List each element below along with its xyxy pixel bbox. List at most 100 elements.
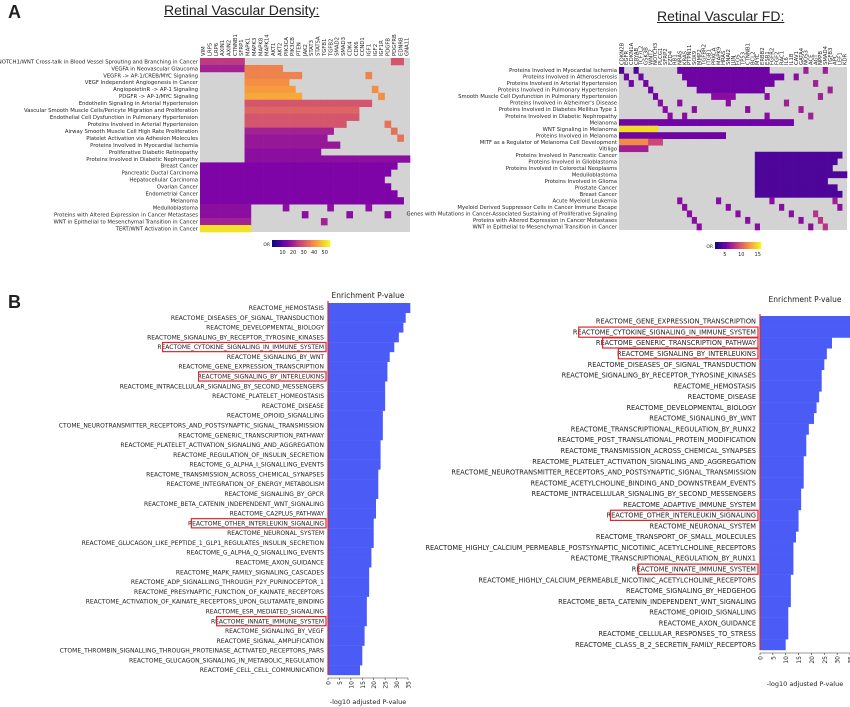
fd-cell [779, 190, 785, 198]
density-column-label: PDGFB [386, 38, 392, 56]
fd-column-label: KDR [842, 53, 848, 65]
fd-cell [832, 158, 838, 166]
density-row-label: VEGF Independent Angiogenesis in Cancer [85, 80, 199, 86]
density-cell [314, 99, 322, 108]
density-cell [263, 197, 271, 205]
density-colorbar-swatch [312, 240, 315, 247]
fd-column-label: FZD4 [668, 50, 674, 65]
density-cell [238, 211, 245, 219]
fd-cell [769, 197, 775, 205]
density-cell [327, 120, 334, 128]
fd-cell [803, 190, 809, 198]
density-cell [365, 204, 373, 212]
density-cell [320, 134, 328, 142]
right-bar [760, 412, 814, 424]
density-cell [346, 162, 354, 170]
fd-cell [793, 164, 799, 172]
right-bar [760, 380, 822, 392]
fd-cell [652, 138, 659, 146]
fd-cell [638, 132, 644, 140]
density-colorbar-swatch [273, 240, 276, 247]
fd-colorbar-swatch [740, 242, 742, 249]
right-category-label: REACTOME_PLATELET_ACTIVATION_SIGNALING_A… [532, 458, 756, 466]
density-cell [346, 176, 354, 184]
density-cell [340, 169, 347, 177]
density-cell [276, 155, 284, 163]
density-cell [270, 120, 277, 128]
panel-label-a: A [8, 2, 21, 22]
density-cell [257, 148, 264, 156]
fd-cell [686, 80, 693, 87]
fd-cell [706, 132, 712, 140]
fd-cell [759, 164, 765, 172]
density-cell [250, 64, 258, 73]
left-category-label: REACTOME_ADP_SIGNALLING_THROUGH_P2Y_PURI… [131, 579, 324, 586]
fd-cell [817, 171, 824, 179]
density-colorbar-swatch [280, 240, 283, 247]
heatmap-title-fd: Retinal Vascular FD: [657, 8, 785, 24]
fd-cell [745, 119, 751, 126]
density-cell [289, 162, 296, 170]
fd-cell [628, 80, 634, 87]
left-category-label: REACTOME_SIGNALING_BY_INTERLEUKINS [198, 374, 325, 381]
fd-cell [740, 86, 746, 94]
density-cell [250, 113, 258, 121]
density-cell [231, 211, 239, 219]
density-cell [257, 155, 264, 163]
density-cell [289, 71, 296, 80]
right-bar [760, 402, 817, 414]
density-cell [282, 169, 290, 177]
density-cell [365, 71, 373, 80]
fd-cell [701, 132, 707, 140]
density-cell [289, 169, 296, 177]
density-cell [359, 190, 366, 198]
fd-row-label: Proteins Involved in Glioma [545, 179, 617, 185]
fd-cell [696, 67, 702, 74]
fd-row-label: Proteins Involved in Melanoma [536, 133, 617, 139]
density-column-label: AXIN2 [226, 40, 232, 56]
density-cell [371, 190, 379, 198]
density-cell [308, 190, 315, 198]
density-cell [352, 169, 360, 177]
fd-cell [628, 138, 634, 146]
fd-cell [643, 132, 649, 140]
density-cell [276, 190, 284, 198]
fd-cell [730, 73, 736, 81]
fd-cell [619, 125, 625, 133]
fd-cell [783, 184, 790, 192]
density-colorbar-label: OR [263, 242, 270, 248]
density-cell [270, 169, 277, 177]
density-cell [403, 155, 411, 163]
density-colorbar-swatch [274, 240, 277, 247]
density-cell [238, 58, 245, 66]
fd-cell [769, 158, 775, 166]
fd-cell [754, 184, 760, 192]
density-cell [327, 113, 334, 121]
fd-cell [725, 86, 731, 94]
density-cell [340, 183, 347, 191]
right-x-tick-label: 0 [758, 656, 765, 660]
right-bar [760, 456, 804, 468]
density-cell [238, 162, 245, 170]
density-cell [200, 58, 207, 66]
density-cell [320, 162, 328, 170]
fd-row-label: Proteins Involved in Pancreatic Cancer [515, 153, 617, 159]
density-cell [270, 127, 277, 135]
density-cell [244, 99, 252, 108]
density-cell [225, 162, 233, 170]
density-cell [308, 155, 315, 163]
fd-cell [662, 106, 668, 113]
right-category-label: REACTOME_HIGHLY_CALCIUM_PERMEABLE_POSTSY… [425, 544, 756, 552]
density-cell [314, 197, 322, 205]
fd-cell [783, 158, 790, 166]
fd-cell [832, 190, 838, 198]
fd-cell [754, 190, 760, 198]
fd-cell [662, 119, 668, 126]
left-bar [328, 420, 383, 431]
fd-cell [764, 184, 770, 192]
fd-cell [817, 158, 824, 166]
fd-cell [817, 93, 824, 100]
density-cell [276, 162, 284, 170]
density-cell [301, 99, 309, 108]
density-cell [270, 99, 277, 108]
